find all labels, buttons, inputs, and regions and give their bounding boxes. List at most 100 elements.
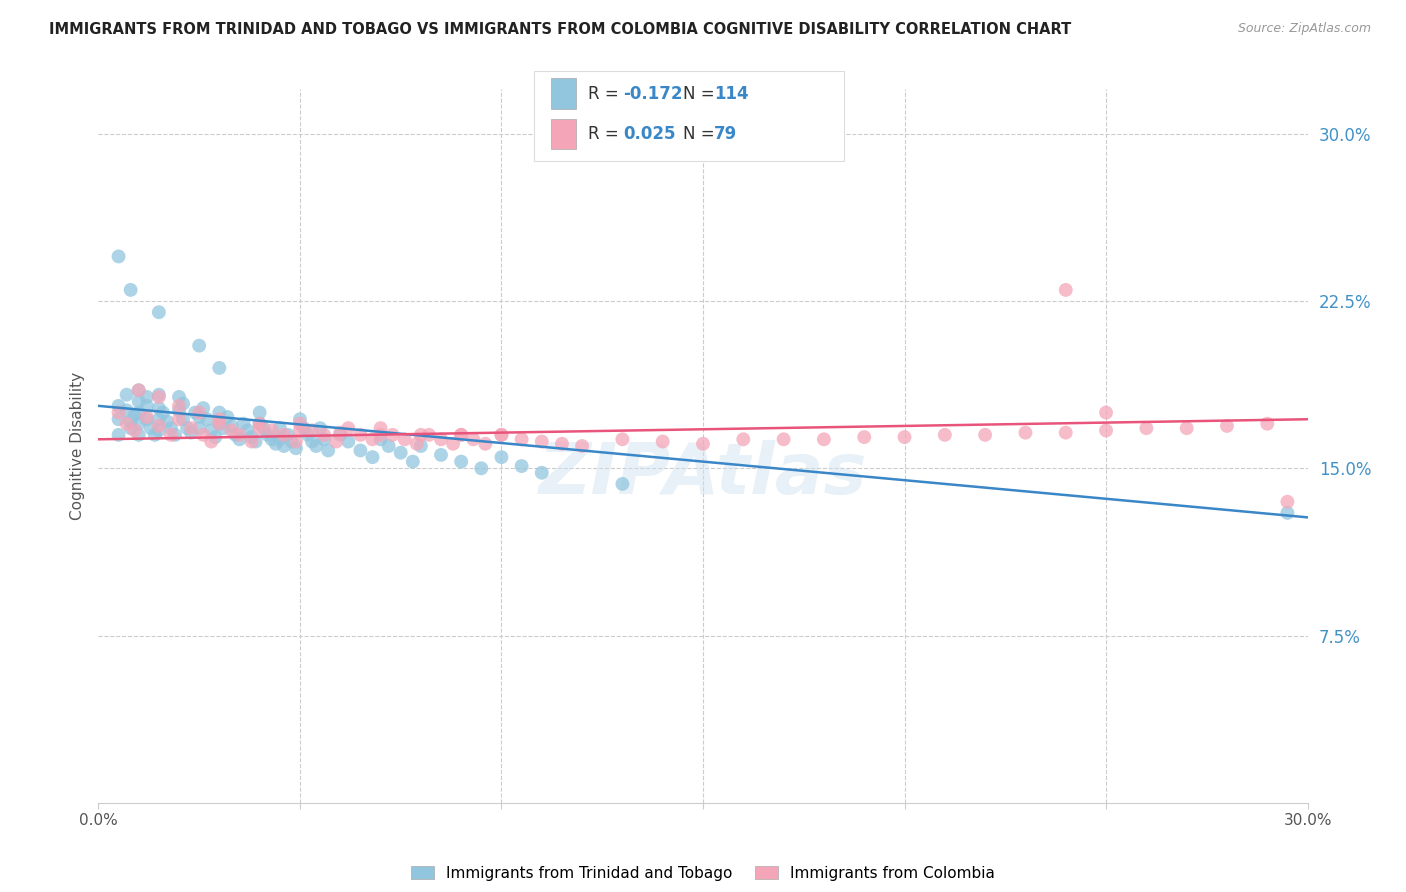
Point [128, 384, 150, 398]
Legend: Immigrants from Trinidad and Tobago, Immigrants from Colombia: Immigrants from Trinidad and Tobago, Imm… [411, 866, 995, 880]
Point [120, 283, 142, 297]
Point [188, 409, 211, 424]
Point [208, 360, 231, 375]
Point [510, 432, 533, 446]
Point [240, 434, 263, 449]
Point [1216, 418, 1239, 433]
Point [402, 454, 425, 469]
Point [107, 399, 129, 413]
Point [405, 436, 427, 450]
Point [430, 432, 453, 446]
Point [188, 338, 211, 352]
Point [813, 432, 835, 446]
Point [120, 414, 142, 428]
Point [1135, 421, 1157, 435]
Point [208, 412, 231, 426]
Point [297, 427, 319, 442]
Point [221, 418, 243, 433]
Text: -0.172: -0.172 [623, 85, 682, 103]
Point [228, 432, 250, 446]
Point [193, 401, 215, 416]
Point [314, 427, 336, 442]
Point [1277, 506, 1299, 520]
Point [135, 409, 157, 424]
Point [172, 396, 194, 410]
Point [450, 454, 472, 469]
Point [974, 427, 997, 442]
Point [491, 427, 513, 442]
Point [269, 432, 291, 446]
Point [115, 387, 138, 401]
Point [288, 417, 311, 431]
Point [128, 427, 150, 442]
Point [240, 430, 263, 444]
Point [292, 421, 315, 435]
Point [337, 434, 360, 449]
Point [115, 417, 138, 431]
Point [188, 421, 211, 435]
Point [651, 434, 673, 449]
Point [269, 421, 291, 435]
Point [107, 405, 129, 419]
Point [349, 443, 371, 458]
Point [163, 427, 186, 442]
Point [273, 439, 295, 453]
Point [491, 427, 513, 442]
Point [160, 421, 183, 435]
Point [188, 405, 211, 419]
Point [148, 387, 170, 401]
Point [450, 427, 472, 442]
Point [208, 417, 231, 431]
Point [253, 421, 276, 435]
Point [124, 408, 146, 422]
Point [180, 425, 202, 440]
Point [530, 434, 553, 449]
Text: R =: R = [588, 85, 624, 103]
Point [135, 390, 157, 404]
Point [128, 394, 150, 409]
Point [148, 390, 170, 404]
Point [107, 427, 129, 442]
Point [236, 423, 259, 437]
Point [115, 403, 138, 417]
Point [692, 436, 714, 450]
Point [1256, 417, 1278, 431]
Point [316, 443, 339, 458]
Point [200, 423, 222, 437]
Point [167, 399, 190, 413]
Point [394, 432, 416, 446]
Point [450, 427, 472, 442]
Point [135, 399, 157, 413]
Point [156, 414, 179, 428]
Point [273, 427, 295, 442]
Point [143, 427, 166, 442]
Point [733, 432, 755, 446]
Point [264, 436, 287, 450]
Text: IMMIGRANTS FROM TRINIDAD AND TOBAGO VS IMMIGRANTS FROM COLOMBIA COGNITIVE DISABI: IMMIGRANTS FROM TRINIDAD AND TOBAGO VS I… [49, 22, 1071, 37]
Point [288, 412, 311, 426]
Point [124, 423, 146, 437]
Point [301, 434, 323, 449]
Point [491, 450, 513, 464]
Point [893, 430, 915, 444]
Point [853, 430, 876, 444]
Point [195, 412, 218, 426]
Text: R =: R = [588, 125, 624, 143]
Point [1095, 405, 1118, 419]
Point [441, 436, 464, 450]
Point [409, 427, 432, 442]
Point [1095, 423, 1118, 437]
Point [361, 450, 384, 464]
Point [277, 427, 299, 442]
Point [325, 434, 347, 449]
Point [148, 412, 170, 426]
Point [349, 427, 371, 442]
Point [180, 421, 202, 435]
Point [571, 439, 593, 453]
Point [1054, 425, 1077, 440]
Point [256, 427, 278, 442]
Point [1277, 494, 1299, 508]
Point [160, 427, 183, 442]
Y-axis label: Cognitive Disability: Cognitive Disability [69, 372, 84, 520]
Point [232, 417, 254, 431]
